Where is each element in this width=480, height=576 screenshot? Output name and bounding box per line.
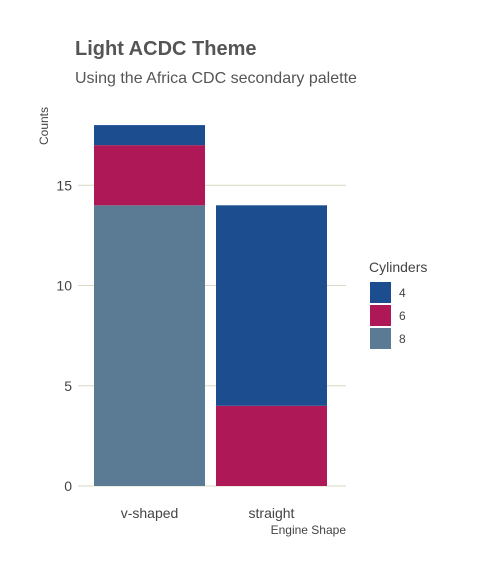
chart-subtitle: Using the Africa CDC secondary palette	[75, 70, 357, 87]
legend: Cylinders 4 6 8	[369, 259, 427, 349]
x-axis-ticks: v-shaped straight	[121, 505, 295, 521]
legend-label-4: 4	[399, 286, 406, 300]
legend-label-8: 8	[399, 332, 406, 346]
y-tick-label-5: 5	[64, 378, 72, 394]
bar-v-shaped-cyl-4	[94, 125, 205, 146]
chart-title: Light ACDC Theme	[75, 38, 256, 60]
legend-swatch-8	[370, 328, 391, 349]
x-tick-label-v-shaped: v-shaped	[121, 505, 179, 521]
y-tick-label-15: 15	[56, 177, 72, 193]
bar-straight-cyl-6	[216, 405, 327, 486]
legend-label-6: 6	[399, 309, 406, 323]
y-tick-label-10: 10	[56, 278, 72, 294]
bar-v-shaped-cyl-8	[94, 205, 205, 487]
bars	[94, 125, 327, 487]
x-axis-title: Engine Shape	[271, 523, 347, 537]
y-tick-label-0: 0	[64, 478, 72, 494]
legend-swatch-6	[370, 305, 391, 326]
bar-v-shaped-cyl-6	[94, 145, 205, 206]
y-axis-title: Counts	[37, 107, 51, 145]
x-tick-label-straight: straight	[249, 505, 295, 521]
legend-swatch-4	[370, 282, 391, 303]
y-axis-ticks: 0 5 10 15	[56, 177, 72, 494]
bar-straight-cyl-4	[216, 205, 327, 406]
legend-title: Cylinders	[369, 259, 427, 275]
